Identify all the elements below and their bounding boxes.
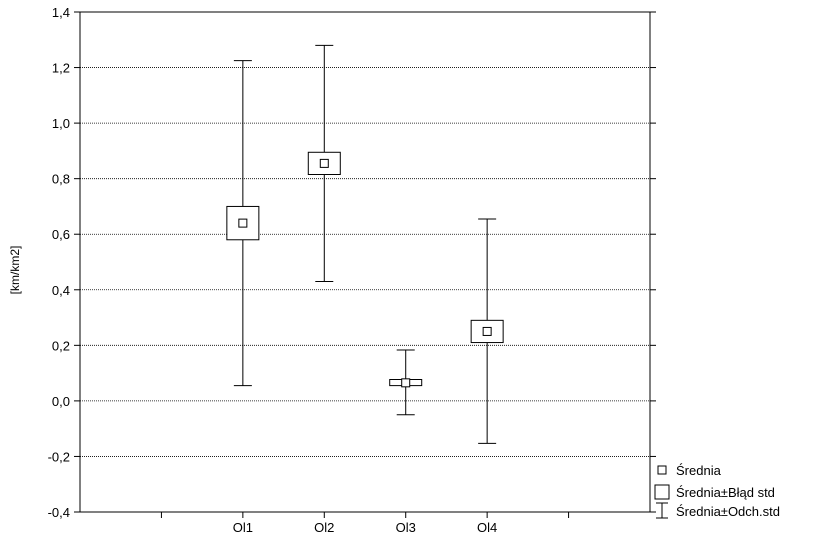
y-tick-label: -0,4 [48, 505, 70, 520]
series-layer [226, 44, 504, 444]
y-tick-label: 1,2 [52, 61, 70, 76]
legend-se-label: Średnia±Błąd std [676, 485, 775, 500]
se-box [226, 205, 260, 241]
legend-mean-label: Średnia [676, 463, 722, 478]
x-axis-category-labels: Ol1 Ol2 Ol3 Ol4 [233, 520, 498, 535]
y-tick-label: 0,8 [52, 172, 70, 187]
y-tick-label: 1,0 [52, 116, 70, 131]
x-axis-ticks [160, 512, 570, 518]
y-axis-tick-labels: -0,4 -0,2 0,0 0,2 0,4 0,6 0,8 1,0 1,2 1,4 [48, 5, 70, 520]
y-tick-label: 0,4 [52, 283, 70, 298]
legend-se-marker [654, 484, 670, 500]
series-Ol1 [226, 60, 260, 387]
x-category-label: Ol4 [477, 520, 497, 535]
series-Ol4 [470, 218, 504, 444]
mean-marker [238, 218, 248, 228]
series-Ol2 [307, 44, 341, 282]
plot-frame [79, 11, 651, 513]
mean-marker [319, 158, 329, 168]
y-tick-label: 0,0 [52, 394, 70, 409]
y-tick-label: -0,2 [48, 449, 70, 464]
x-category-label: Ol2 [314, 520, 334, 535]
mean-marker [401, 378, 411, 388]
y-tick-label: 0,6 [52, 227, 70, 242]
legend-mean-marker [657, 465, 667, 475]
y-axis-title: [km/km2] [8, 246, 22, 295]
y-tick-label: 0,2 [52, 338, 70, 353]
series-Ol3 [389, 349, 423, 416]
x-category-label: Ol3 [396, 520, 416, 535]
grid-lines [80, 67, 650, 457]
legend: Średnia Średnia±Błąd std Średnia±Odch.st… [654, 463, 780, 519]
y-tick-label: 1,4 [52, 5, 70, 20]
legend-sd-label: Średnia±Odch.std [676, 504, 780, 519]
x-category-label: Ol1 [233, 520, 253, 535]
legend-sd-marker [656, 502, 668, 519]
y-axis-ticks [74, 11, 656, 513]
mean-marker [482, 326, 492, 336]
